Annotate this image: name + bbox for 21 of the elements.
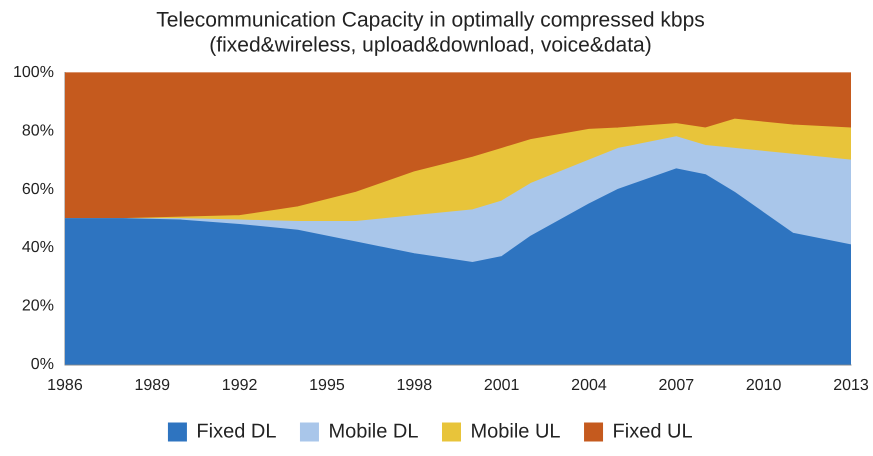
y-tick-label: 20% xyxy=(22,298,54,315)
x-tick-label: 2013 xyxy=(833,376,869,394)
legend-label: Mobile UL xyxy=(470,420,561,443)
chart-title: Telecommunication Capacity in optimally compressed kbps (fixed&wireless, upload&download, voice&data) xyxy=(156,8,705,57)
x-tick-label: 1992 xyxy=(222,376,258,394)
x-tick-label: 2007 xyxy=(658,376,694,394)
legend-label: Mobile DL xyxy=(328,420,419,443)
y-tick-label: 80% xyxy=(22,122,54,140)
y-tick-label: 0% xyxy=(30,356,54,374)
x-tick-label: 2001 xyxy=(484,376,520,394)
x-tick-label: 1986 xyxy=(47,376,83,394)
legend-label: Fixed DL xyxy=(196,420,276,443)
x-tick-label: 1995 xyxy=(309,376,345,394)
x-tick-label: 2010 xyxy=(746,376,782,394)
y-tick-label: 60% xyxy=(22,180,54,198)
legend-label: Fixed UL xyxy=(612,420,693,443)
y-tick-label: 100% xyxy=(13,64,54,81)
x-tick-label: 1989 xyxy=(134,376,170,394)
x-tick-label: 2004 xyxy=(571,376,607,394)
y-tick-label: 40% xyxy=(22,239,54,256)
x-tick-label: 1998 xyxy=(396,376,432,394)
